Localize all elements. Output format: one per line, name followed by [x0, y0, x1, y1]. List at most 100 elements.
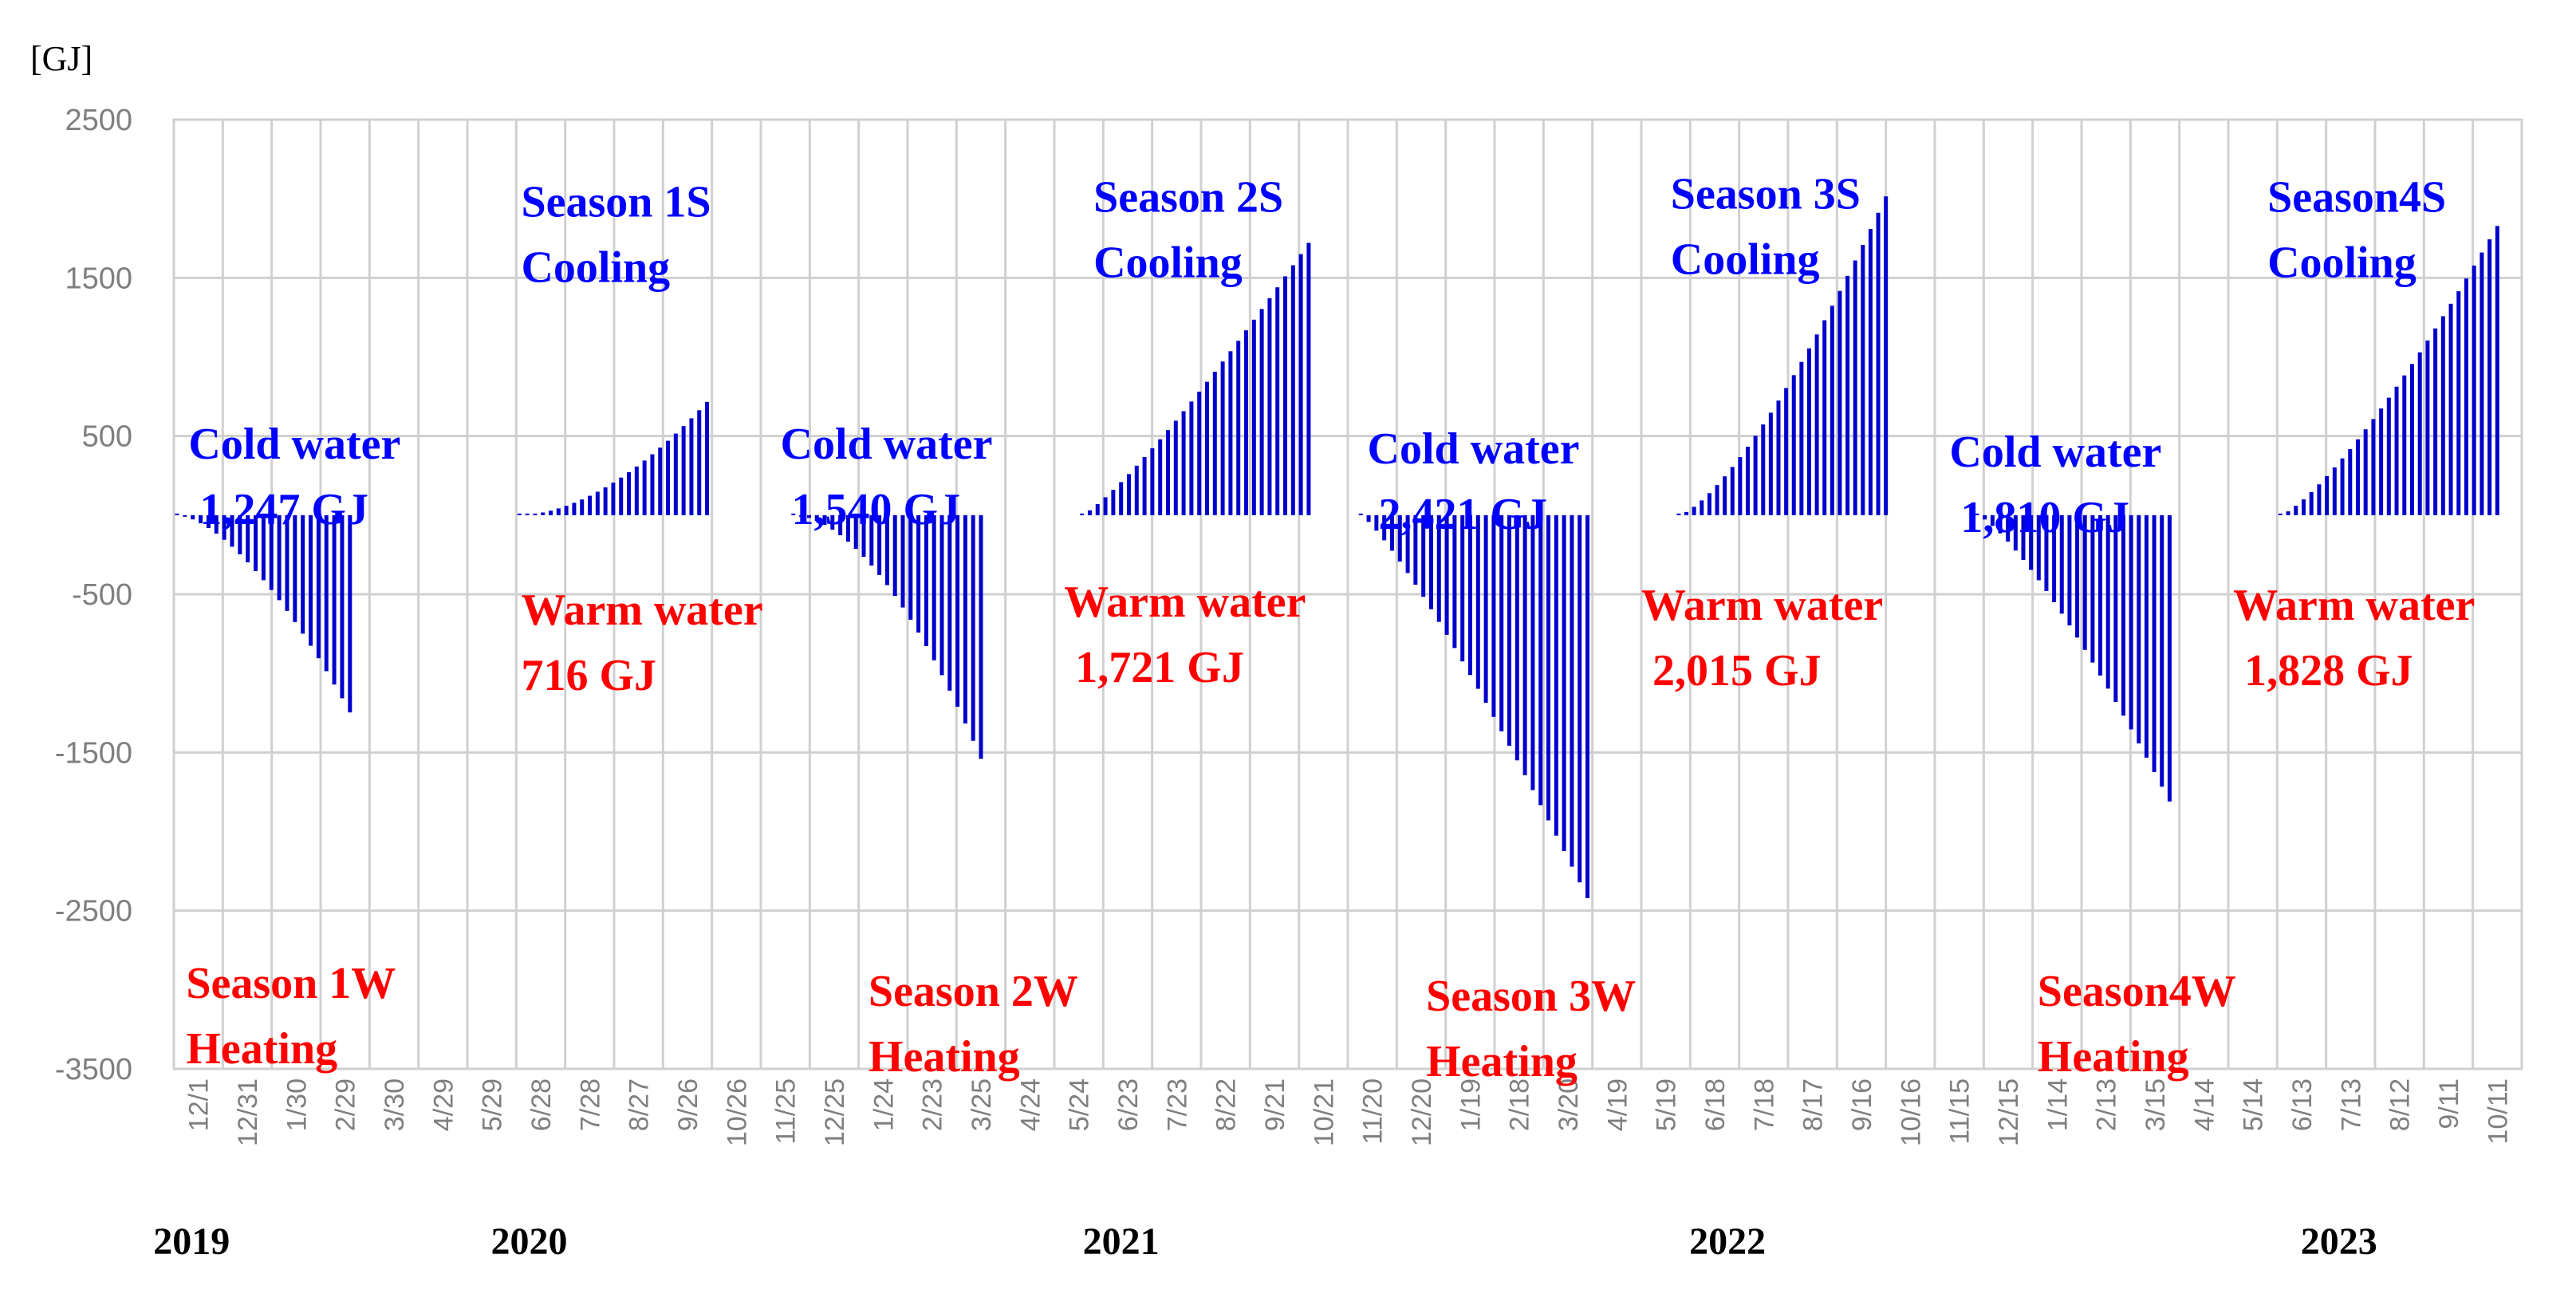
- annotation-line: Warm water: [1064, 578, 1306, 627]
- blue-annotation: Cold water 1,810 GJ: [1949, 428, 2161, 542]
- bar: [2394, 386, 2399, 515]
- bar: [2379, 408, 2384, 515]
- bar: [908, 514, 913, 620]
- bar: [1738, 457, 1743, 515]
- bar: [588, 495, 593, 515]
- bar: [316, 514, 321, 659]
- red-annotation: Season 2W Heating: [869, 967, 1078, 1082]
- bar: [2464, 278, 2468, 515]
- bar: [2495, 226, 2499, 515]
- bar: [2167, 514, 2172, 802]
- bar: [814, 514, 819, 522]
- bar: [2067, 514, 2072, 626]
- bar: [1546, 514, 1551, 821]
- annotation-line: Cooling: [1671, 235, 1820, 285]
- x-tick-label: 10/26: [722, 1078, 752, 1146]
- bar: [697, 410, 702, 515]
- bar: [1397, 514, 1402, 562]
- red-annotation: Warm water 716 GJ: [521, 585, 762, 700]
- annotation-line: Cold water: [781, 420, 993, 469]
- bar: [1692, 507, 1696, 515]
- bar: [1585, 514, 1590, 898]
- x-tick-label: 5/29: [478, 1078, 508, 1131]
- bar: [2472, 265, 2476, 515]
- bar: [2309, 491, 2314, 515]
- bar: [1421, 514, 1426, 597]
- blue-annotation: Cold water 1,540 GJ: [781, 420, 993, 534]
- x-tick-label: 9/16: [1847, 1078, 1877, 1131]
- bar: [1366, 514, 1371, 522]
- bar: [2059, 514, 2064, 614]
- annotation-line: Cold water: [1949, 428, 2161, 477]
- bar: [1405, 514, 1410, 574]
- bar: [1236, 341, 1241, 515]
- bar: [1382, 514, 1387, 541]
- y-tick-label: 2500: [65, 104, 132, 137]
- x-tick-label: 12/31: [233, 1078, 263, 1146]
- bar: [269, 514, 274, 590]
- x-tick-label: 5/19: [1652, 1078, 1682, 1131]
- x-tick-label: 4/29: [428, 1078, 459, 1131]
- bar: [2052, 514, 2057, 602]
- bar: [681, 426, 686, 515]
- bar: [884, 514, 889, 585]
- bar: [838, 514, 843, 536]
- x-tick-label: 9/26: [673, 1078, 703, 1131]
- bar: [2137, 514, 2141, 744]
- x-tick-label: 2/13: [2092, 1078, 2122, 1131]
- red-annotation: Season 1W Heating: [186, 959, 396, 1074]
- bar: [1298, 254, 1303, 515]
- x-tick-label: 12/15: [1994, 1078, 2024, 1146]
- bar: [2332, 467, 2337, 515]
- bar: [611, 483, 616, 515]
- year-label: 2019: [153, 1220, 230, 1263]
- bar: [892, 514, 897, 597]
- bar: [1975, 513, 1979, 515]
- annotation-line: Cooling: [2267, 238, 2416, 287]
- x-tick-label: 3/30: [380, 1078, 410, 1131]
- bar: [1212, 372, 1217, 515]
- bar: [1538, 514, 1543, 806]
- bar: [689, 418, 694, 515]
- bar: [1095, 504, 1100, 515]
- x-tick-label: 10/16: [1896, 1078, 1926, 1146]
- bar: [191, 514, 195, 520]
- bar: [309, 514, 313, 646]
- bar: [845, 514, 850, 542]
- bar: [293, 514, 297, 622]
- x-tick-label: 11/20: [1358, 1078, 1388, 1145]
- bar: [1483, 514, 1488, 704]
- bar: [2456, 291, 2461, 515]
- y-tick-label: 1500: [65, 262, 132, 295]
- bar: [1111, 490, 1116, 515]
- year-label: 2021: [1083, 1220, 1160, 1263]
- bar: [2386, 397, 2391, 515]
- bar: [1861, 244, 1865, 515]
- bar: [1259, 309, 1264, 515]
- bar: [955, 514, 960, 708]
- bar: [1990, 514, 1995, 526]
- bar: [1119, 482, 1124, 515]
- bar: [1753, 436, 1758, 515]
- bar: [332, 514, 337, 685]
- bar: [1275, 287, 1280, 515]
- bar: [1150, 448, 1155, 515]
- bar: [572, 503, 577, 515]
- annotation-line: Season 1S: [521, 177, 711, 227]
- x-tick-label: 2/29: [331, 1078, 361, 1131]
- bar: [791, 513, 796, 515]
- bar: [324, 514, 329, 672]
- bar: [1267, 298, 1272, 515]
- x-tick-label: 8/12: [2385, 1078, 2416, 1131]
- blue-annotation: Season 2S Cooling: [1093, 172, 1283, 287]
- y-tick-label: 500: [82, 420, 132, 454]
- bar: [1998, 514, 2003, 534]
- bar: [1205, 381, 1210, 515]
- red-annotation: Season 3W Heating: [1426, 972, 1636, 1086]
- bar: [963, 514, 967, 723]
- bar: [939, 514, 944, 676]
- bar: [1806, 348, 1811, 515]
- x-tick-label: 4/14: [2189, 1078, 2220, 1131]
